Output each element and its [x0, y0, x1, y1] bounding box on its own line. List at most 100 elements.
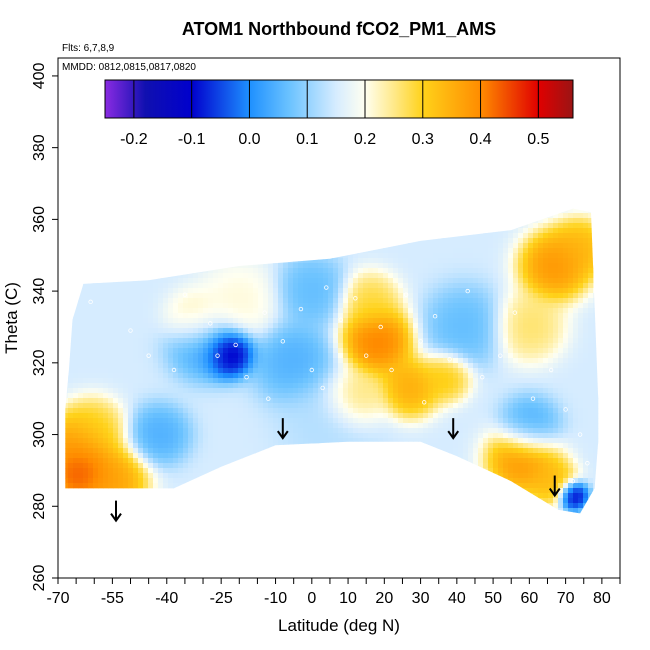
heatmap-cell: [153, 348, 159, 354]
heatmap-cell: [173, 558, 179, 564]
heatmap-cell: [128, 268, 134, 274]
heatmap-cell: [63, 93, 69, 99]
heatmap-cell: [98, 478, 104, 484]
heatmap-cell: [98, 528, 104, 534]
heatmap-cell: [103, 73, 109, 79]
heatmap-cell: [293, 328, 299, 334]
heatmap-cell: [108, 173, 114, 179]
heatmap-cell: [208, 283, 214, 289]
heatmap-cell: [133, 183, 139, 189]
heatmap-cell: [248, 288, 254, 294]
heatmap-cell: [138, 508, 144, 514]
heatmap-cell: [238, 533, 244, 539]
heatmap-cell: [243, 523, 249, 529]
heatmap-cell: [193, 73, 199, 79]
heatmap-cell: [273, 538, 279, 544]
heatmap-cell: [223, 73, 229, 79]
heatmap-cell: [143, 468, 149, 474]
heatmap-cell: [233, 388, 239, 394]
heatmap-cell: [113, 568, 119, 574]
heatmap-cell: [103, 383, 109, 389]
heatmap-cell: [138, 188, 144, 194]
heatmap-cell: [153, 238, 159, 244]
heatmap-cell: [128, 518, 134, 524]
heatmap-cell: [98, 388, 104, 394]
heatmap-cell: [228, 303, 234, 309]
heatmap-cell: [278, 138, 284, 144]
heatmap-cell: [128, 183, 134, 189]
heatmap-cell: [138, 328, 144, 334]
heatmap-cell: [98, 148, 104, 154]
heatmap-cell: [173, 208, 179, 214]
heatmap-cell: [233, 233, 239, 239]
heatmap-cell: [138, 368, 144, 374]
heatmap-cell: [58, 183, 64, 189]
heatmap-cell: [143, 513, 149, 514]
heatmap-cell: [163, 338, 169, 344]
heatmap-cell: [83, 408, 89, 414]
heatmap-cell: [163, 193, 169, 199]
heatmap-cell: [163, 198, 169, 204]
heatmap-cell: [283, 288, 289, 294]
heatmap-cell: [148, 423, 154, 429]
heatmap-cell: [158, 448, 164, 454]
heatmap-cell: [243, 368, 249, 374]
heatmap-cell: [83, 203, 89, 209]
heatmap-cell: [293, 73, 299, 79]
heatmap-cell: [98, 523, 104, 529]
heatmap-cell: [243, 318, 249, 324]
heatmap-cell: [88, 188, 94, 194]
heatmap-cell: [143, 253, 149, 259]
heatmap-cell: [208, 233, 214, 239]
heatmap-cell: [153, 543, 159, 549]
heatmap-cell: [93, 303, 99, 309]
heatmap-cell: [278, 293, 284, 299]
heatmap-cell: [248, 268, 254, 274]
heatmap-cell: [148, 393, 154, 399]
heatmap-cell: [218, 503, 224, 509]
heatmap-cell: [178, 258, 184, 264]
heatmap-cell: [193, 223, 199, 229]
heatmap-cell: [198, 438, 204, 444]
heatmap-cell: [273, 518, 279, 524]
heatmap-cell: [78, 413, 84, 419]
heatmap-cell: [118, 428, 124, 434]
heatmap-cell: [108, 73, 114, 79]
heatmap-cell: [253, 218, 259, 224]
heatmap-cell: [273, 548, 279, 554]
heatmap-cell: [228, 273, 234, 279]
heatmap-cell: [123, 153, 129, 159]
heatmap-cell: [243, 248, 249, 254]
heatmap-cell: [268, 183, 274, 189]
heatmap-cell: [268, 233, 274, 239]
heatmap-cell: [163, 358, 169, 364]
heatmap-cell: [68, 118, 74, 124]
heatmap-cell: [148, 528, 154, 534]
heatmap-cell: [98, 458, 104, 464]
heatmap-cell: [238, 378, 244, 384]
heatmap-cell: [73, 93, 79, 99]
heatmap-cell: [273, 263, 279, 269]
heatmap-cell: [68, 348, 74, 354]
heatmap-cell: [228, 153, 234, 159]
heatmap-cell: [78, 343, 84, 349]
heatmap-cell: [173, 473, 179, 479]
heatmap-cell: [208, 533, 214, 539]
heatmap-cell: [253, 513, 259, 514]
heatmap-cell: [153, 308, 159, 314]
heatmap-cell: [158, 413, 164, 419]
heatmap-cell: [78, 283, 84, 289]
heatmap-cell: [128, 278, 134, 284]
heatmap-cell: [213, 318, 219, 324]
heatmap-cell: [143, 223, 149, 229]
heatmap-cell: [78, 303, 84, 309]
heatmap-cell: [98, 173, 104, 179]
heatmap-cell: [228, 438, 234, 444]
heatmap-cell: [283, 128, 289, 134]
heatmap-cell: [203, 433, 209, 439]
heatmap-cell: [203, 428, 209, 434]
heatmap-cell: [263, 73, 269, 79]
heatmap-cell: [183, 393, 189, 399]
heatmap-cell: [218, 338, 224, 344]
heatmap-cell: [258, 303, 264, 309]
